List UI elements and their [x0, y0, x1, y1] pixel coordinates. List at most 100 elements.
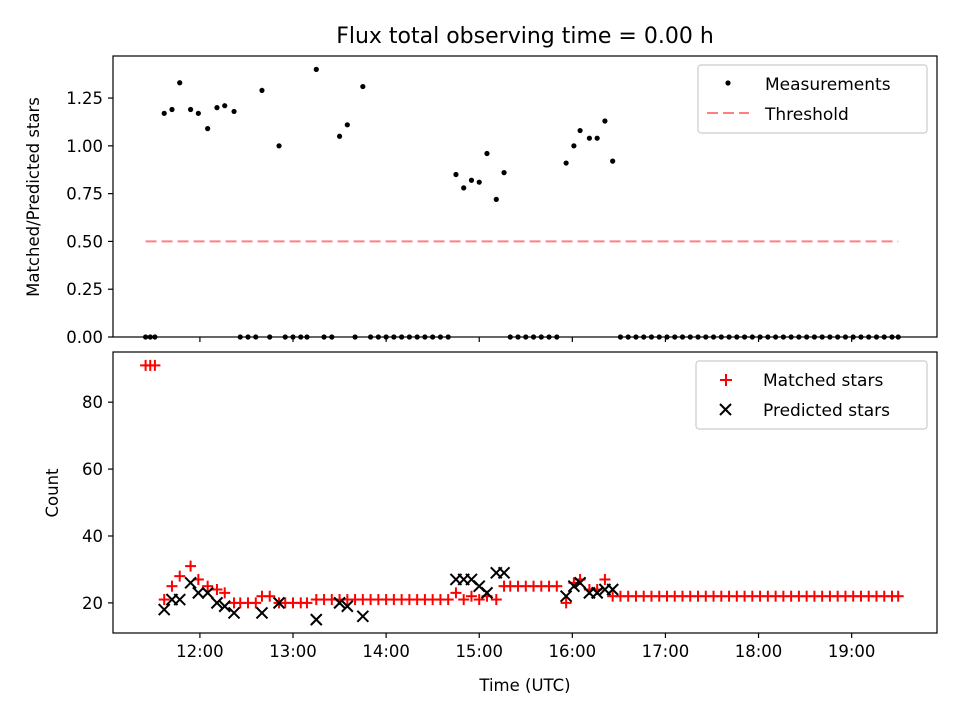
ratio-y-tick-label: 0.25	[66, 280, 103, 299]
matched-star-point	[211, 584, 223, 596]
matched-star-point	[301, 597, 313, 609]
predicted-star-point	[192, 586, 205, 600]
ratio-y-tick-label: 0.50	[66, 232, 103, 251]
ratio-y-axis-label: Matched/Predicted stars	[24, 97, 43, 297]
predicted-star-point	[356, 610, 370, 623]
x-tick-label: 14:00	[362, 642, 410, 661]
measurement-point	[602, 118, 608, 124]
measurement-point	[222, 103, 228, 109]
measurement-point	[571, 143, 577, 149]
measurement-point	[594, 135, 600, 141]
matched-star-point	[458, 594, 470, 606]
count-y-tick-label: 20	[82, 594, 103, 613]
matched-star-point	[174, 570, 186, 582]
predicted-star-point	[201, 586, 214, 600]
matched-star-point	[166, 580, 178, 592]
predicted-star-point	[341, 600, 354, 613]
measurement-point	[484, 150, 490, 157]
measurement-point	[344, 122, 350, 128]
ratio-legend-frame	[697, 64, 928, 134]
x-tick-label: 12:00	[176, 642, 224, 661]
measurement-point	[187, 106, 194, 113]
measurement-point	[276, 143, 282, 149]
predicted-star-point	[590, 586, 604, 600]
count-y-tick-label: 80	[82, 393, 103, 412]
predicted-star-point	[573, 576, 587, 590]
legend-label-threshold: Threshold	[764, 105, 849, 125]
matched-star-point	[473, 594, 485, 606]
count-legend-frame	[695, 360, 928, 430]
measurement-point	[610, 158, 616, 164]
count-y-tick-label: 60	[82, 460, 103, 479]
measurement-point	[169, 106, 175, 113]
count-y-tick-label: 40	[82, 527, 103, 546]
count-plot-frame	[112, 351, 938, 634]
matched-star-point	[442, 594, 454, 606]
x-tick-label: 15:00	[455, 642, 503, 661]
matched-star-point	[892, 590, 904, 602]
predicted-star-point	[333, 596, 346, 610]
predicted-star-point	[218, 600, 231, 613]
x-axis-label: Time (UTC)	[478, 676, 570, 695]
matched-star-point	[599, 573, 611, 585]
predicted-star-point	[272, 596, 286, 610]
ratio-legend: Measurements Threshold	[697, 64, 928, 134]
ratio-y-tick-label: 1.25	[66, 89, 103, 108]
predicted-star-point	[173, 593, 186, 606]
predicted-star-point	[567, 579, 581, 593]
x-tick-label: 18:00	[735, 642, 783, 661]
predicted-star-point	[606, 583, 619, 596]
x-tick-label: 19:00	[828, 642, 876, 661]
measurement-point	[214, 105, 220, 111]
measurement-point	[586, 135, 592, 141]
chart-title: Flux total observing time = 0.00 h	[336, 24, 714, 49]
matched-star-point	[465, 590, 477, 602]
measurement-point	[231, 108, 237, 115]
measurement-point	[205, 126, 211, 132]
ratio-panel: 0.00 0.25 0.50 0.75 1.00 1.25 Matched/Predict…	[24, 55, 938, 347]
measurement-point	[453, 171, 459, 178]
predicted-star-point	[480, 586, 494, 600]
ratio-y-tick-label: 0.00	[66, 328, 103, 347]
ratio-y-tick-label: 0.75	[66, 185, 103, 204]
legend-swatch-predicted	[719, 403, 732, 416]
measurement-point	[177, 80, 183, 86]
matched-star-point	[490, 594, 502, 606]
measurement-point	[195, 110, 201, 116]
predicted-star-point	[255, 606, 269, 620]
predicted-star-point	[158, 603, 171, 616]
legend-label-measurements: Measurements	[765, 75, 891, 95]
measurement-point	[336, 133, 343, 139]
ratio-plot-frame	[112, 55, 938, 338]
legend-label-matched: Matched stars	[763, 371, 883, 391]
count-legend: Matched stars Predicted stars	[695, 360, 928, 430]
matched-star-point	[219, 587, 231, 599]
measurement-point	[468, 177, 475, 183]
x-tick-label: 17:00	[642, 642, 690, 661]
x-tick-label: 13:00	[269, 642, 317, 661]
predicted-star-point	[227, 606, 241, 620]
predicted-star-point	[210, 596, 224, 610]
measurement-point	[259, 87, 265, 94]
measurement-point	[501, 170, 507, 176]
matched-star-point	[250, 597, 262, 609]
measurement-point	[577, 127, 583, 134]
ratio-y-tick-label: 1.00	[66, 137, 103, 156]
measurement-point	[476, 179, 482, 185]
matched-star-point	[185, 560, 197, 572]
predicted-star-point	[310, 613, 323, 626]
legend-swatch-measurements	[725, 80, 731, 86]
x-tick-label: 16:00	[549, 642, 597, 661]
measurement-point	[563, 160, 569, 166]
predicted-star-point	[184, 576, 197, 590]
matched-star-point	[450, 587, 462, 599]
matched-star-point	[551, 580, 563, 592]
measurement-point	[360, 83, 366, 90]
measurement-point	[493, 196, 499, 202]
matched-star-point	[158, 594, 170, 606]
matched-star-point	[202, 580, 214, 592]
matched-star-point	[560, 597, 572, 609]
predicted-star-point	[497, 566, 511, 579]
count-panel: 20 40 60 80 12:00 13:00 14:00 15:00 16:00 17:00 1…	[43, 351, 938, 695]
